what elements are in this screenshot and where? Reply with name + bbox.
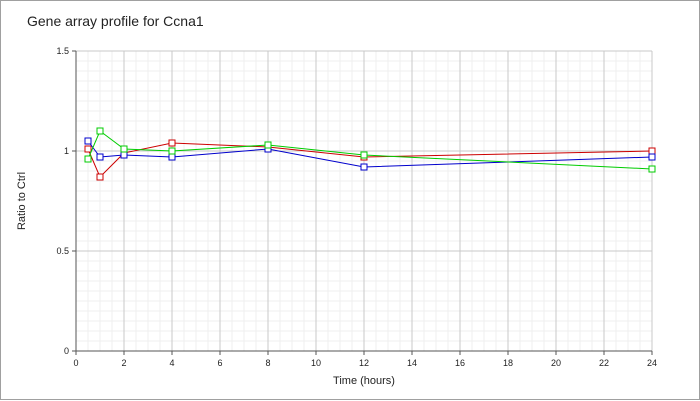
x-tick-label: 8 — [265, 358, 270, 368]
data-point — [168, 139, 176, 147]
data-point — [120, 145, 128, 153]
data-point — [360, 151, 368, 159]
data-point — [84, 137, 92, 145]
x-tick-label: 0 — [73, 358, 78, 368]
x-tick-label: 2 — [121, 358, 126, 368]
data-point — [360, 163, 368, 171]
data-point — [648, 153, 656, 161]
axes — [72, 50, 653, 355]
x-tick-label: 10 — [311, 358, 321, 368]
y-tick-labels: 0 0.5 1 1.5 — [56, 46, 69, 356]
data-point — [120, 151, 128, 159]
x-tick-label: 22 — [599, 358, 609, 368]
x-axis-label: Time (hours) — [333, 375, 395, 387]
data-point — [84, 155, 92, 163]
x-tick-label: 14 — [407, 358, 417, 368]
series-2 — [84, 137, 656, 171]
x-tick-label: 12 — [359, 358, 369, 368]
x-tick-label: 6 — [217, 358, 222, 368]
data-point — [84, 145, 92, 153]
y-tick-label: 0.5 — [56, 246, 69, 256]
x-tick-label: 20 — [551, 358, 561, 368]
data-point — [648, 147, 656, 155]
data-point — [648, 165, 656, 173]
series-3 — [84, 127, 656, 173]
y-tick-label: 0 — [64, 346, 69, 356]
series-layer — [84, 127, 656, 181]
y-tick-label: 1 — [64, 146, 69, 156]
y-axis-label: Ratio to Ctrl — [16, 172, 28, 230]
data-point — [168, 147, 176, 155]
data-point — [264, 141, 272, 149]
x-tick-labels: 0 2 4 6 8 10 12 14 16 18 20 22 24 — [73, 358, 657, 368]
x-tick-label: 16 — [455, 358, 465, 368]
x-tick-label: 24 — [647, 358, 657, 368]
data-point — [96, 173, 104, 181]
x-tick-label: 4 — [169, 358, 174, 368]
data-point — [96, 127, 104, 135]
data-point — [168, 153, 176, 161]
chart-title: Gene array profile for Ccna1 — [27, 13, 204, 29]
x-tick-label: 18 — [503, 358, 513, 368]
y-tick-label: 1.5 — [56, 46, 69, 56]
data-point — [96, 153, 104, 161]
